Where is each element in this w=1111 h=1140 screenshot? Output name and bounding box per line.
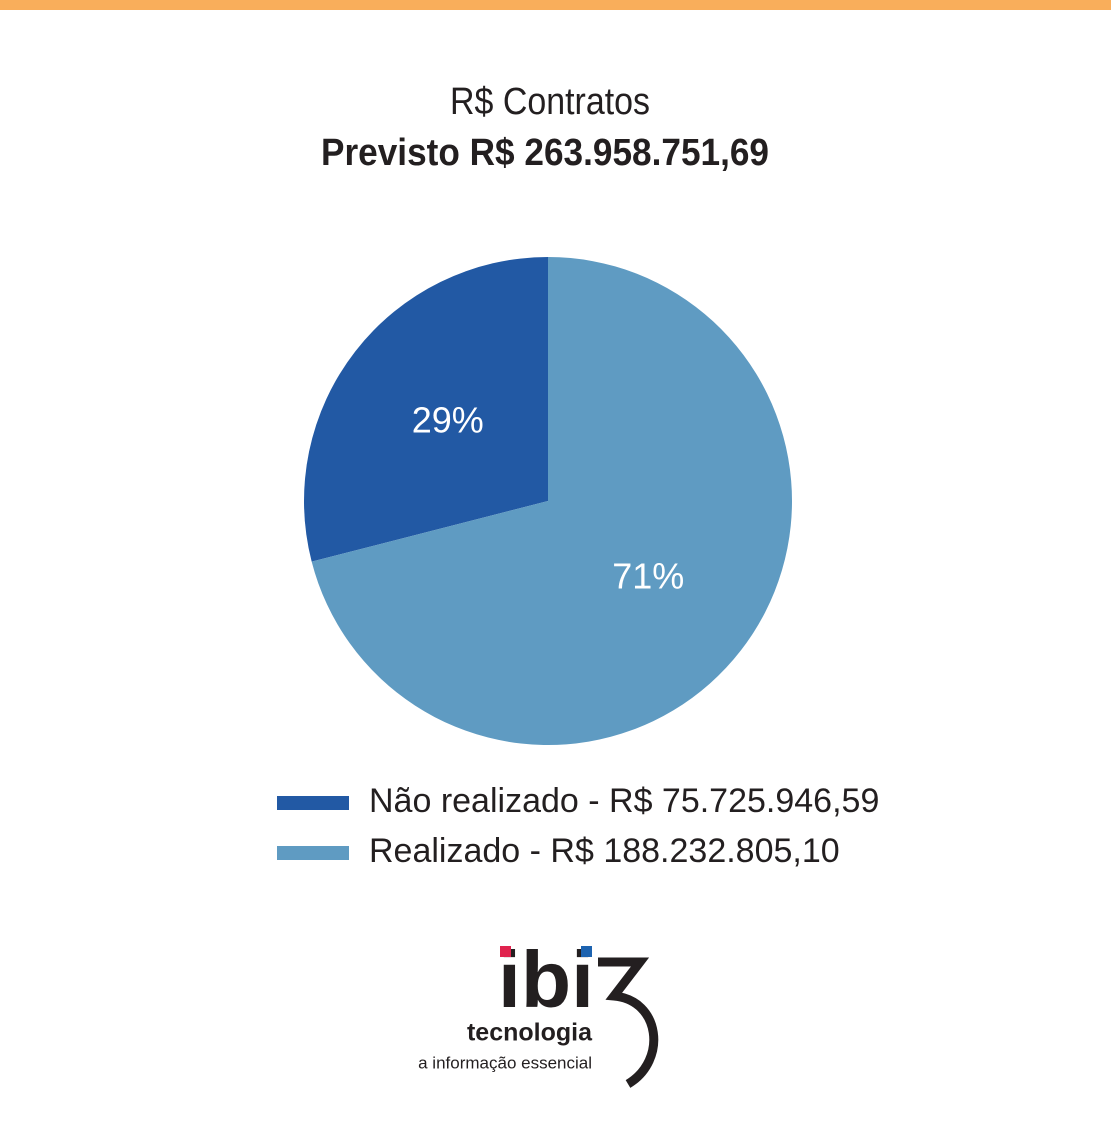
value-label: 29% (412, 400, 484, 441)
pie-slice (311, 257, 792, 745)
logo-subtitle: tecnologia (467, 1019, 593, 1047)
pie-slice (304, 257, 548, 562)
logo-name: ibi (498, 935, 594, 1024)
legend-label: Não realizado - R$ 75.725.946,59 (369, 782, 879, 820)
value-label: 71% (612, 555, 684, 596)
logo: ibi tecnologia a informação essencial (418, 935, 659, 1088)
chart-title: R$ Contratos (450, 81, 650, 123)
logo-dot (581, 946, 592, 957)
legend-label: Realizado - R$ 188.232.805,10 (369, 832, 840, 870)
legend-swatch (277, 846, 349, 860)
logo-curve (598, 957, 659, 1088)
logo-tagline: a informação essencial (418, 1053, 592, 1072)
legend-swatch (277, 796, 349, 810)
logo-dot (500, 946, 511, 957)
top-bar (0, 0, 1111, 10)
chart-subtitle: Previsto R$ 263.958.751,69 (321, 132, 769, 174)
